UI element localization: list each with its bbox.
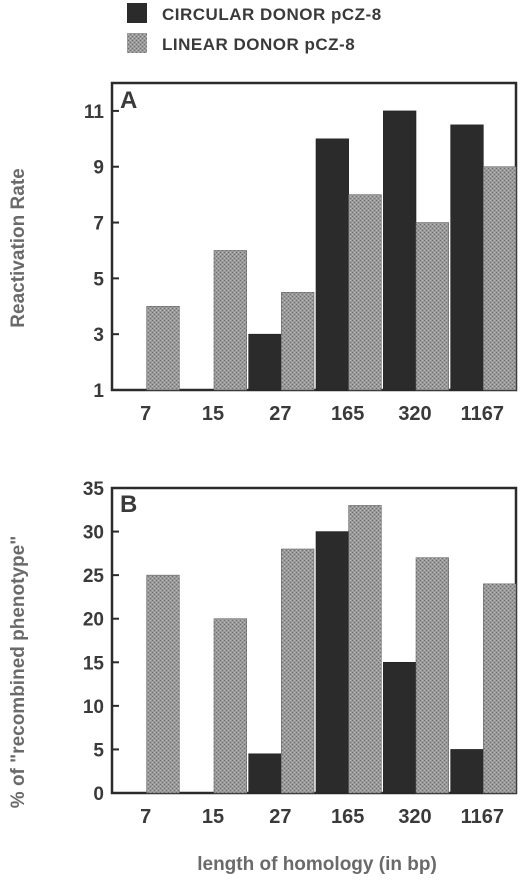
- panel-b-bar-linear-7: [146, 574, 180, 794]
- panel-a-bar-linear-7: [146, 305, 180, 391]
- panel-b-x-tick-label: 15: [202, 806, 224, 828]
- panel-b-bar-circular-27: [248, 753, 282, 794]
- panel-a-y-tick-label: 11: [84, 102, 105, 123]
- panel-b-y-tick-label: 15: [83, 653, 105, 674]
- panel-a-y-tick-label: 5: [93, 269, 104, 290]
- panel-b-bar-linear-320: [415, 557, 449, 794]
- panel-a-chart: Reactivation Rate A 1 3 5 7 9 11 7 15 27 165 320 11…: [8, 81, 518, 425]
- panel-b-bar-linear-165: [348, 505, 382, 794]
- panel-a-bar-circular-1167: [450, 124, 484, 391]
- panel-b-x-tick-label: 165: [331, 806, 364, 828]
- panel-a-x-tick-label: 27: [269, 403, 291, 425]
- legend-swatch-circular: [127, 3, 147, 23]
- panel-b-x-tick-label: 27: [269, 806, 291, 828]
- panel-a-y-tick-label: 1: [93, 381, 104, 402]
- panel-a-bar-linear-15: [213, 250, 247, 391]
- panel-b-y-axis-title: % of "recombined phenotype": [8, 536, 29, 808]
- panel-b-y-tick-label: 25: [83, 566, 105, 587]
- panel-b-chart: % of "recombined phenotype" B 0 5 10 15 20 25…: [8, 479, 518, 828]
- x-axis-title: length of homology (in bp): [197, 854, 437, 875]
- panel-a-letter: A: [120, 87, 137, 114]
- panel-b-y-tick-label: 0: [93, 784, 104, 805]
- panel-b-y-tick-label: 30: [83, 523, 104, 544]
- panel-b-y-tick-label: 10: [83, 697, 104, 718]
- panel-b-bar-circular-1167: [450, 749, 484, 794]
- panel-b-x-tick-label: 320: [398, 806, 431, 828]
- panel-a-bar-linear-27: [281, 292, 315, 391]
- panel-a-y-tick-label: 3: [93, 325, 104, 346]
- panel-a-bar-linear-320: [415, 222, 449, 391]
- panel-b-bar-circular-320: [383, 661, 417, 794]
- legend-label-circular: CIRCULAR DONOR pCZ-8: [162, 5, 382, 24]
- panel-b-x-tick-label: 1167: [461, 806, 504, 828]
- panel-a-y-tick-label: 9: [93, 158, 104, 179]
- panel-b-y-tick-label: 5: [93, 740, 104, 761]
- panel-b-y-tick-label: 35: [83, 479, 105, 500]
- panel-b-bar-linear-1167: [483, 583, 517, 794]
- panel-a-bar-linear-1167: [483, 166, 517, 391]
- panel-b-bar-circular-165: [315, 531, 349, 794]
- panel-b-bar-linear-15: [213, 618, 247, 794]
- panel-a-x-tick-label: 15: [202, 403, 224, 425]
- panel-b-x-tick-label: 7: [140, 806, 151, 828]
- panel-a-bar-circular-27: [248, 333, 282, 391]
- panel-a-bar-circular-320: [383, 110, 417, 391]
- panel-a-x-tick-label: 1167: [461, 403, 504, 425]
- panel-a-x-tick-label: 320: [398, 403, 431, 425]
- panel-b-y-tick-label: 20: [83, 610, 104, 631]
- panel-a-y-axis-title: Reactivation Rate: [8, 168, 29, 327]
- panel-b-bar-linear-27: [281, 548, 315, 794]
- legend: CIRCULAR DONOR pCZ-8 LINEAR DONOR pCZ-8: [127, 3, 382, 54]
- legend-label-linear: LINEAR DONOR pCZ-8: [162, 35, 355, 54]
- legend-swatch-linear: [127, 33, 147, 53]
- panel-a-bar-circular-165: [315, 138, 349, 391]
- panel-a-x-tick-label: 7: [140, 403, 151, 425]
- panel-a-y-tick-label: 7: [93, 214, 104, 235]
- panel-a-bar-linear-165: [348, 194, 382, 391]
- panel-a-x-tick-label: 165: [331, 403, 364, 425]
- panel-b-letter: B: [120, 491, 137, 518]
